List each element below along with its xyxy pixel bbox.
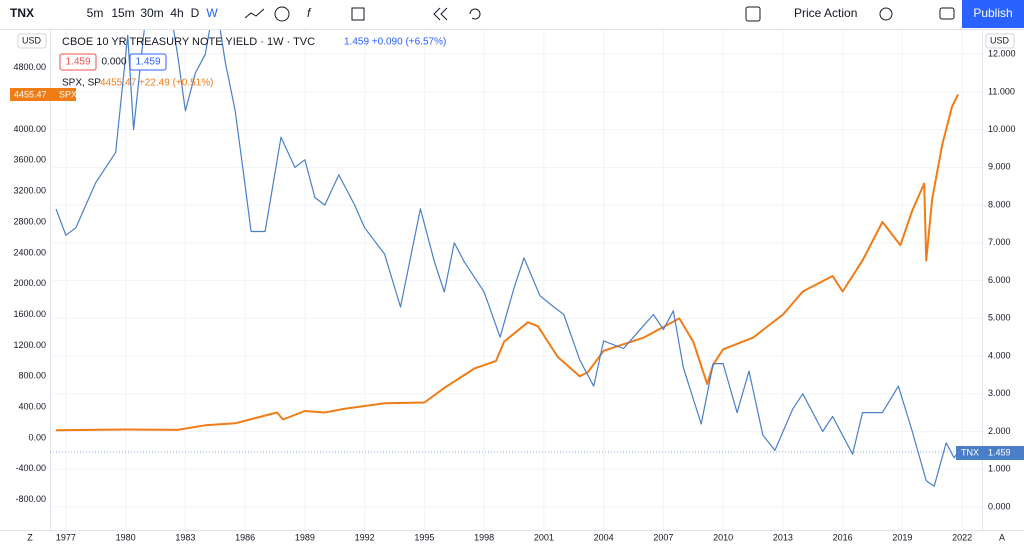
right-currency-box[interactable] (985, 33, 1015, 49)
y-tick-label: 800.00 (18, 371, 46, 381)
series-line (55, 93, 959, 432)
left-currency[interactable]: USD (22, 35, 42, 45)
templates-icon[interactable] (351, 7, 365, 21)
y-tick-label: 4800.00 (13, 62, 46, 72)
y2-tick-label: 11.000 (988, 86, 1015, 96)
tnx-badge-name: TNX (961, 447, 979, 457)
y-tick-label: 1200.00 (13, 340, 46, 350)
y2-tick-label: 2.000 (988, 426, 1011, 436)
x-tick-label: 2010 (713, 532, 733, 542)
publish-button[interactable] (962, 0, 1024, 28)
y2-tick-label: 6.000 (988, 275, 1011, 285)
y2-tick-label: 4.000 (988, 350, 1011, 360)
left-currency-box[interactable] (17, 33, 47, 49)
interval-button[interactable]: 5m (87, 6, 104, 20)
y2-tick-label: 8.000 (988, 199, 1011, 209)
spread: 0.000 (101, 57, 126, 68)
x-tick-label: 1986 (235, 532, 255, 542)
toolbar (0, 0, 1024, 29)
interval-button[interactable]: 30m (140, 6, 163, 20)
y-tick-label: 3600.00 (13, 155, 46, 165)
y-tick-label: 4000.00 (13, 124, 46, 134)
template-name[interactable]: Price Action (794, 6, 857, 20)
buy-button[interactable] (129, 53, 167, 71)
tnx-badge-value: 1.459 (988, 447, 1011, 457)
x-tick-label: 2019 (892, 532, 912, 542)
y-tick-label: 400.00 (18, 402, 46, 412)
y-tick-label: 3200.00 (13, 186, 46, 196)
legend-compare-quote: 4455.47 +22.49 (+0.51%) (100, 78, 213, 89)
sell-price[interactable]: 1.459 (65, 57, 90, 68)
y-tick-label: 2000.00 (13, 278, 46, 288)
replay-icon[interactable] (433, 7, 448, 21)
x-tick-label: 1995 (414, 532, 434, 542)
y2-tick-label: 1.000 (988, 464, 1011, 474)
interval-group: 5m 15m 30m 4h D W (87, 6, 219, 20)
auto-scale-button[interactable]: A (999, 532, 1005, 542)
x-tick-label: 2016 (833, 532, 853, 542)
interval-button[interactable]: W (206, 6, 218, 20)
y2-tick-label: 5.000 (988, 313, 1011, 323)
x-tick-label: 1983 (175, 532, 195, 542)
y-tick-label: -800.00 (15, 494, 46, 504)
add-indicator-icon[interactable] (274, 6, 290, 22)
spx-badge (10, 88, 76, 101)
publish-label[interactable]: Publish (973, 6, 1012, 20)
buy-price[interactable]: 1.459 (135, 57, 160, 68)
x-tick-label: 1989 (295, 532, 315, 542)
x-tick-label: 2022 (952, 532, 972, 542)
y2-tick-label: 12.000 (988, 49, 1016, 59)
y2-tick-label: 10.000 (988, 124, 1016, 134)
grid (50, 30, 982, 530)
spx-badge-value: 4455.47 (14, 89, 47, 99)
interval-button[interactable]: D (191, 6, 200, 20)
x-tick-label: 1977 (56, 532, 76, 542)
layout-icon[interactable] (745, 6, 761, 22)
x-tick-label: 2004 (594, 532, 614, 542)
settings-icon[interactable] (879, 7, 893, 21)
y-tick-label: 1600.00 (13, 309, 46, 319)
fx-icon[interactable]: f (307, 6, 312, 20)
y2-tick-label: 9.000 (988, 162, 1011, 172)
x-tick-label: 1992 (355, 532, 375, 542)
y2-tick-label: 3.000 (988, 388, 1011, 398)
legend-compare: SPX, SP (62, 78, 101, 89)
y-tick-label: 2400.00 (13, 247, 46, 257)
y-tick-label: 0.00 (28, 432, 46, 442)
x-tick-label: 1980 (116, 532, 136, 542)
spx-badge-name: SPX (59, 89, 77, 99)
y-tick-label: 2800.00 (13, 216, 46, 226)
plot (50, 30, 982, 487)
undo-icon[interactable] (469, 8, 481, 20)
sell-button[interactable] (59, 53, 97, 71)
series-line (55, 30, 959, 487)
snapshot-icon[interactable] (939, 7, 955, 20)
legend-main: CBOE 10 YR TREASURY NOTE YIELD · 1W · TV… (62, 36, 315, 48)
right-currency[interactable]: USD (990, 35, 1010, 45)
y2-tick-label: 0.000 (988, 501, 1011, 511)
x-tick-label: 2007 (653, 532, 673, 542)
x-tick-label: 2001 (534, 532, 554, 542)
zoom-button[interactable]: Z (27, 532, 33, 542)
legend-main-quote: 1.459 +0.090 (+6.57%) (344, 37, 446, 48)
interval-button[interactable]: 15m (111, 6, 134, 20)
y2-tick-label: 7.000 (988, 237, 1011, 247)
symbol[interactable]: TNX (10, 6, 34, 20)
y-tick-label: -400.00 (15, 463, 46, 473)
tnx-badge (956, 446, 1024, 460)
interval-button[interactable]: 4h (170, 6, 183, 20)
x-tick-label: 2013 (773, 532, 793, 542)
x-tick-label: 1998 (474, 532, 494, 542)
chart-type-icon[interactable] (244, 8, 265, 19)
